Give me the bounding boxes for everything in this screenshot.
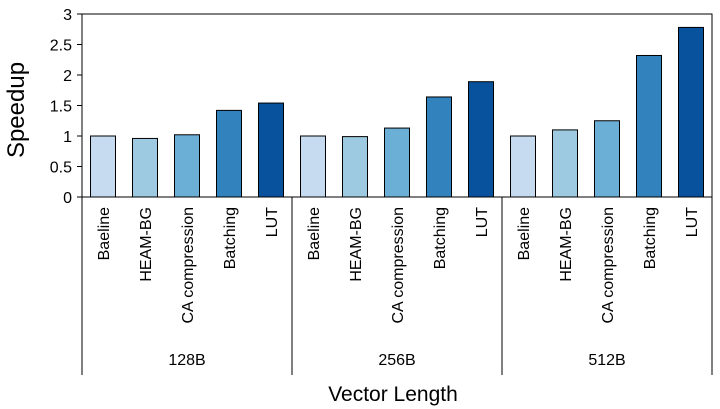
category-label: HEAM-BG	[348, 207, 365, 282]
y-tick-label: 1	[63, 129, 72, 146]
group-label: 256B	[378, 352, 415, 369]
y-tick-label: 2	[63, 68, 72, 85]
group-label: 128B	[168, 352, 205, 369]
y-tick-label: 0.5	[50, 160, 72, 177]
category-label: CA compression	[600, 207, 617, 324]
category-label: Batching	[642, 207, 659, 269]
bar-512B-ca-compression	[594, 120, 620, 198]
bar-512B-batching	[636, 54, 662, 198]
y-tick-label: 0	[63, 190, 72, 207]
y-axis-ticks: 0 0.5 1 1.5 2 2.5 3	[50, 7, 82, 207]
bar-256B-batching	[426, 96, 452, 198]
category-label: CA compression	[180, 207, 197, 324]
bar-512B-lut	[678, 26, 704, 198]
bars	[90, 26, 704, 198]
category-label: LUT	[684, 207, 701, 237]
y-tick-label: 3	[63, 7, 72, 24]
bar-128B-batching	[216, 109, 242, 198]
y-tick-label: 1.5	[50, 99, 72, 116]
category-label: Baeline	[96, 207, 113, 260]
category-label: Baeline	[306, 207, 323, 260]
bar-128B-heam-bg	[132, 137, 158, 198]
plot-border	[81, 13, 713, 198]
category-label: Baeline	[516, 207, 533, 260]
chart-frame	[81, 13, 713, 375]
category-label: HEAM-BG	[558, 207, 575, 282]
category-label: HEAM-BG	[138, 207, 155, 282]
bar-128B-ca-compression	[174, 134, 200, 198]
bar-512B-baeline	[510, 135, 536, 198]
bar-512B-heam-bg	[552, 129, 578, 198]
bar-256B-lut	[468, 81, 494, 198]
category-label: LUT	[264, 207, 281, 237]
bar-256B-heam-bg	[342, 136, 368, 198]
category-label: Batching	[432, 207, 449, 269]
group-label: 512B	[588, 352, 625, 369]
bar-256B-ca-compression	[384, 127, 410, 198]
category-label: Batching	[222, 207, 239, 269]
y-tick-label: 2.5	[50, 38, 72, 55]
category-label: LUT	[474, 207, 491, 237]
bar-128B-lut	[258, 102, 284, 198]
bar-128B-baeline	[90, 135, 116, 198]
y-axis-title: Speedup	[3, 62, 30, 158]
category-label: CA compression	[390, 207, 407, 324]
group-labels: 128B 256B 512B	[168, 352, 625, 369]
x-axis-title: Vector Length	[328, 383, 458, 406]
bar-256B-baeline	[300, 135, 326, 198]
category-labels: Baeline HEAM-BG CA compression Batching LUT B…	[96, 207, 701, 324]
